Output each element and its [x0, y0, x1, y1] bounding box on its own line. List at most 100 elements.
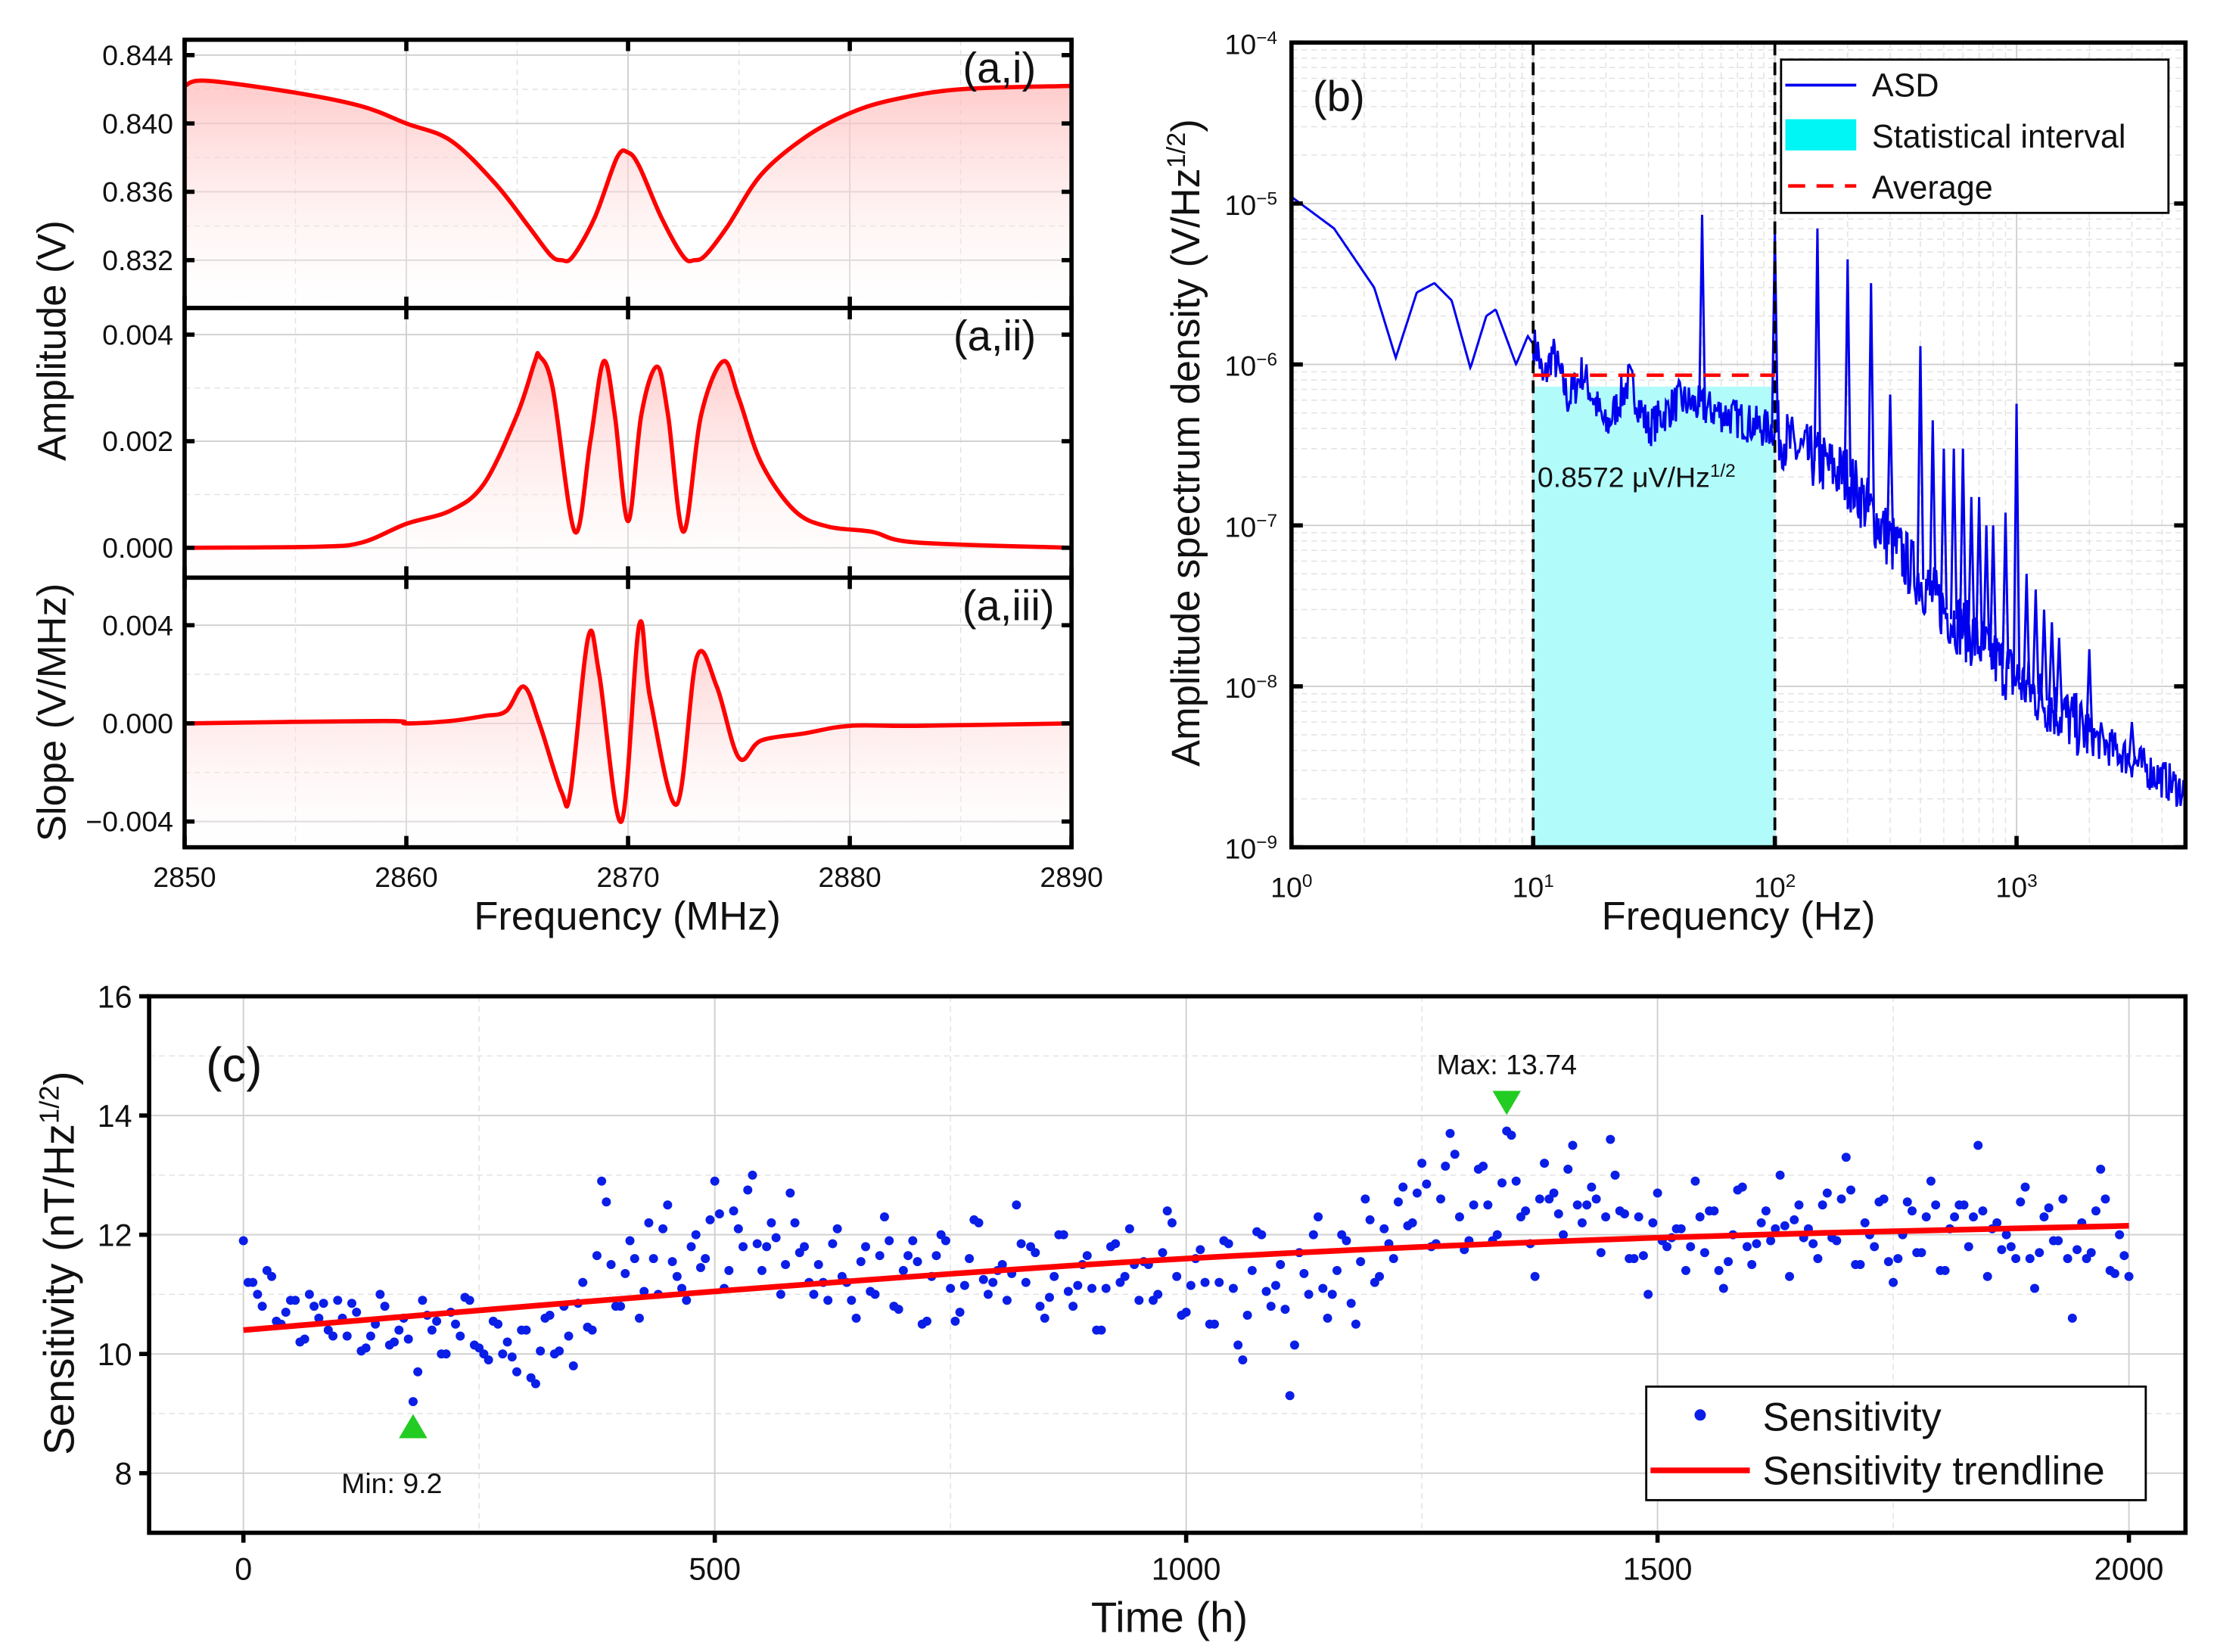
sensitivity-point: [1978, 1206, 1988, 1216]
sensitivity-point: [2086, 1248, 2096, 1258]
sensitivity-point: [1563, 1164, 1573, 1174]
x-tick-label: 2870: [596, 861, 659, 893]
sensitivity-point: [1690, 1176, 1700, 1186]
sensitivity-point: [456, 1331, 465, 1341]
x-tick-label: 2000: [2094, 1551, 2164, 1586]
sensitivity-point: [597, 1176, 607, 1186]
y-tick-label: 0.002: [102, 425, 173, 457]
sensitivity-point: [1686, 1242, 1696, 1252]
sensitivity-point: [1790, 1215, 1799, 1224]
max-marker: [1492, 1090, 1522, 1115]
sensitivity-point: [432, 1316, 442, 1326]
plot-frame: [147, 994, 2188, 1535]
sensitivity-point: [729, 1206, 739, 1216]
asd-peak: [2032, 589, 2040, 695]
y-tick-label: 0.000: [102, 708, 173, 739]
sensitivity-point: [809, 1290, 819, 1299]
sensitivity-point: [658, 1224, 668, 1234]
sensitivity-point: [1950, 1212, 1960, 1221]
legend-entry: Sensitivity trendline: [1762, 1449, 2104, 1494]
asd-peak: [2001, 512, 2010, 670]
sensitivity-point: [1572, 1200, 1582, 1210]
asd-peak: [1886, 394, 1895, 541]
sensitivity-point: [1388, 1254, 1398, 1264]
sensitivity-point: [1855, 1260, 1865, 1270]
sensitivity-point: [1120, 1271, 1130, 1281]
legend-entry: Sensitivity: [1762, 1395, 1942, 1439]
subplot-3: −0.004 0.000 0.004 (a,iii): [86, 575, 1074, 850]
sensitivity-point: [1530, 1271, 1540, 1281]
sensitivity-point: [555, 1346, 564, 1356]
sensitivity-point: [1648, 1218, 1658, 1227]
sensitivity-point: [1902, 1197, 1912, 1207]
subplot-label: (a,iii): [962, 582, 1055, 630]
area-fill: [184, 353, 1072, 578]
sensitivity-point: [1044, 1293, 1054, 1302]
sensitivity-point: [1870, 1242, 1880, 1252]
sensitivity-point: [1398, 1182, 1408, 1192]
sensitivity-point: [847, 1296, 857, 1305]
sensitivity-point: [959, 1280, 969, 1290]
sensitivity-point: [2119, 1251, 2129, 1261]
sensitivity-point: [568, 1361, 578, 1370]
sensitivity-point: [743, 1185, 753, 1195]
sensitivity-point: [1893, 1254, 1903, 1264]
sensitivity-point: [1883, 1257, 1893, 1267]
data-line: [183, 78, 1072, 263]
sensitivity-point: [1742, 1242, 1752, 1252]
sensitivity-point: [1591, 1194, 1601, 1204]
y-tick-label: 10−4: [1225, 28, 1278, 60]
data-line: [184, 619, 1072, 824]
sensitivity-point: [1709, 1206, 1719, 1216]
sensitivity-point: [1247, 1265, 1257, 1275]
legend: Sensitivity Sensitivity trendline: [1645, 1385, 2147, 1501]
min-marker: [399, 1414, 428, 1439]
sensitivity-point: [965, 1254, 975, 1264]
sensitivity-point: [724, 1265, 734, 1275]
panel-a: 0.832 0.836 0.840 0.844 (a,i) 0.000 0.002 0.004…: [30, 37, 1103, 938]
sensitivity-point: [1822, 1188, 1832, 1198]
plot-frame: [1289, 40, 2188, 850]
sensitivity-point: [1314, 1212, 1323, 1221]
sensitivity-point: [1601, 1212, 1611, 1221]
sensitivity-point: [663, 1200, 673, 1210]
x-tick-label: 2860: [375, 861, 437, 893]
asd-peak: [2048, 622, 2056, 707]
sensitivity-point: [1450, 1150, 1460, 1159]
y-tick-label: −0.004: [86, 806, 173, 838]
subplot-label: (a,i): [962, 44, 1036, 92]
sensitivity-point: [1926, 1176, 1936, 1186]
sensitivity-point: [2096, 1164, 2106, 1174]
sensitivity-point: [785, 1188, 795, 1198]
sensitivity-point: [1318, 1283, 1328, 1293]
sensitivity-point: [1417, 1159, 1427, 1168]
sensitivity-point: [1257, 1230, 1267, 1240]
sensitivity-point: [1351, 1319, 1360, 1329]
sensitivity-point: [1794, 1200, 1804, 1210]
sensitivity-point: [903, 1251, 913, 1261]
sensitivity-point: [1766, 1236, 1776, 1246]
sensitivity-point: [2091, 1206, 2101, 1216]
asd-peak: [1949, 448, 1958, 620]
y-tick-label: 0.840: [102, 107, 173, 139]
sensitivity-point: [390, 1337, 400, 1347]
sensitivity-point: [757, 1265, 767, 1275]
subplot-1: 0.832 0.836 0.840 0.844 (a,i): [102, 37, 1074, 310]
sensitivity-point: [710, 1176, 720, 1186]
sensitivity-point: [328, 1331, 338, 1341]
sensitivity-point: [1289, 1340, 1299, 1350]
sensitivity-point: [512, 1367, 522, 1377]
sensitivity-point: [1997, 1245, 2007, 1255]
sensitivity-point: [1407, 1218, 1417, 1227]
sensitivity-point: [1063, 1286, 1073, 1296]
sensitivity-point: [1469, 1200, 1479, 1210]
sensitivity-point: [616, 1302, 626, 1311]
x-tick-label: 101: [1513, 871, 1554, 903]
sensitivity-point: [309, 1302, 319, 1311]
sensitivity-point: [913, 1257, 922, 1267]
sensitivity-point: [885, 1236, 894, 1246]
sensitivity-point: [1483, 1200, 1493, 1210]
sensitivity-point: [1964, 1242, 1973, 1252]
sensitivity-point: [733, 1224, 743, 1234]
subplot-label: (a,ii): [953, 312, 1036, 359]
